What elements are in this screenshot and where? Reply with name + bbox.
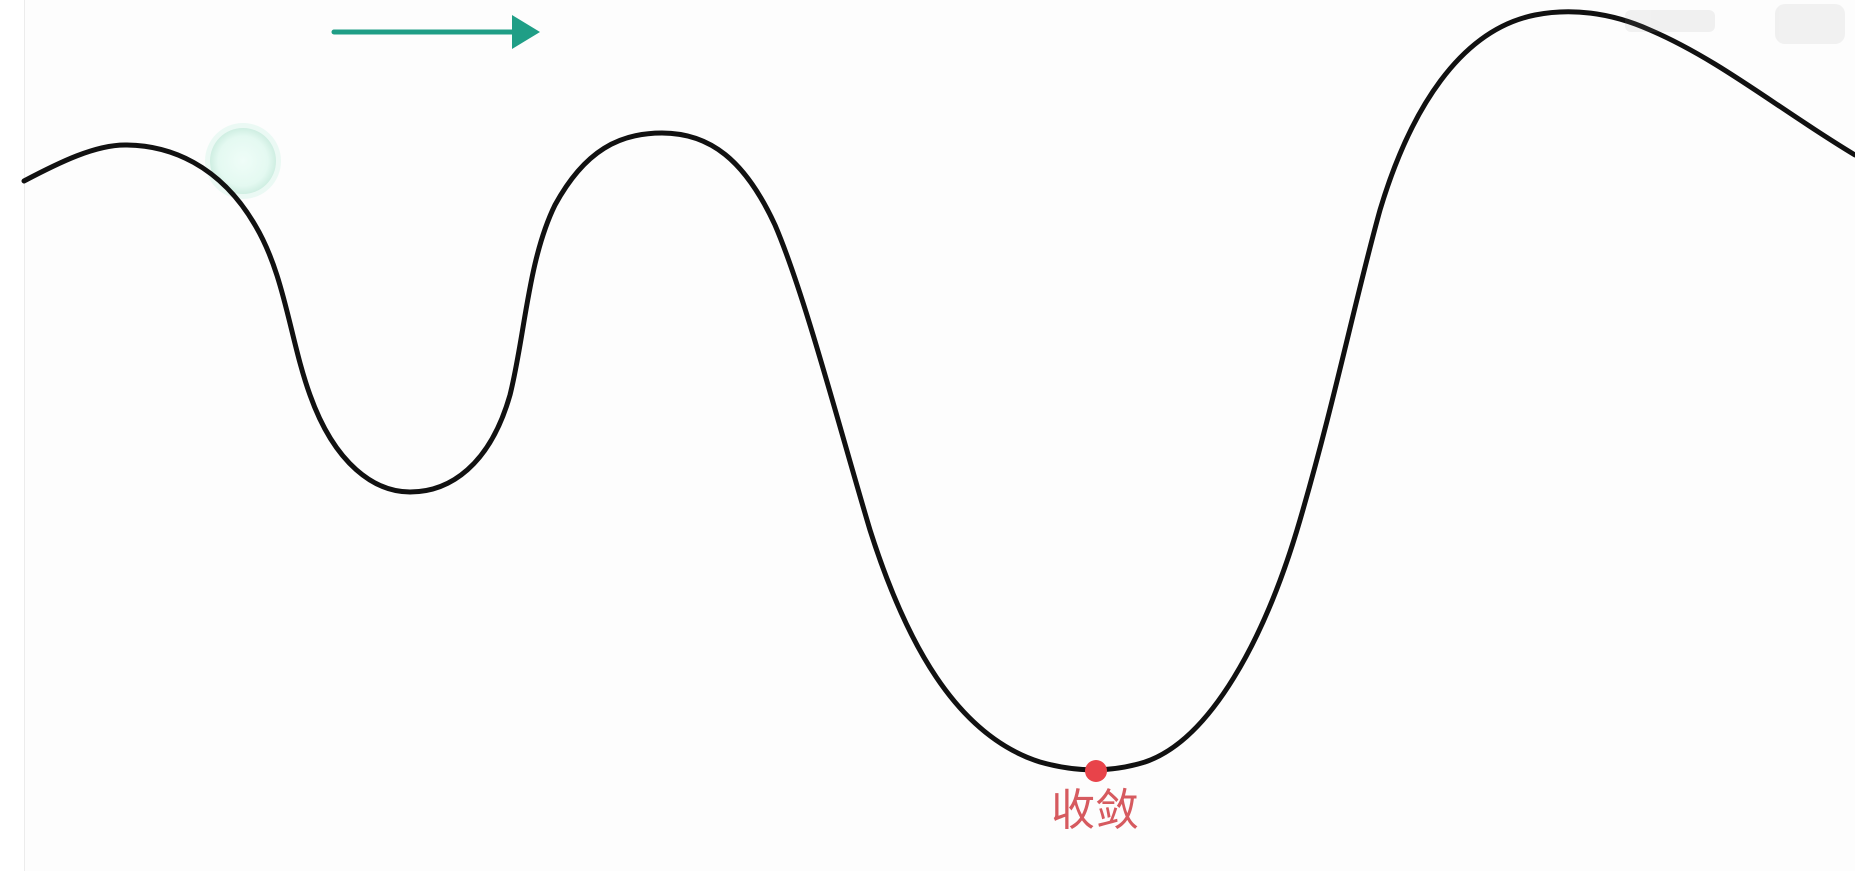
bilibili-watermark-icon bbox=[1625, 4, 1845, 44]
left-edge-border bbox=[0, 0, 25, 871]
right-arrow-icon bbox=[331, 15, 540, 49]
convergence-label: 收敛 bbox=[1051, 785, 1139, 836]
ball-icon bbox=[205, 123, 281, 199]
minimum-dot-icon bbox=[1085, 760, 1107, 782]
loss-curve bbox=[21, 9, 1855, 773]
